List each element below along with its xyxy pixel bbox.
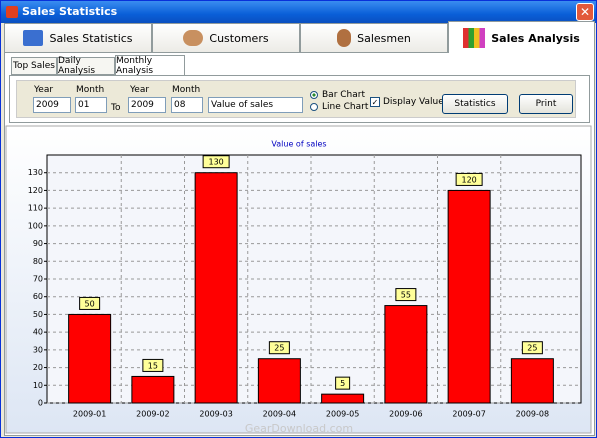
x-tick-label: 2009-07 <box>452 410 485 419</box>
label: To <box>111 103 121 113</box>
y-tick-label: 80 <box>33 257 43 266</box>
spin-box[interactable]: 2009 <box>33 97 71 113</box>
button[interactable]: Print <box>519 94 573 114</box>
label: Display Value <box>383 97 444 107</box>
y-tick-label: 110 <box>28 204 43 213</box>
bar <box>384 305 428 404</box>
bar <box>131 375 175 404</box>
app-icon <box>6 6 18 18</box>
y-tick-label: 10 <box>33 381 43 390</box>
bar <box>68 313 112 404</box>
label: Year <box>130 85 150 95</box>
spin-box[interactable]: 2009 <box>128 97 166 113</box>
value-label-box <box>395 288 417 302</box>
x-tick-label: 2009-03 <box>199 410 232 419</box>
tab-label: Sales Analysis <box>491 31 580 45</box>
label: Bar Chart <box>322 90 365 100</box>
icon <box>463 28 486 48</box>
tab[interactable]: Customers <box>152 23 300 53</box>
radio[interactable] <box>310 103 318 111</box>
value-label: 55 <box>401 291 411 300</box>
label: Month <box>172 85 201 95</box>
subtab[interactable]: Monthly Analysis <box>115 55 185 76</box>
filter-panel: Year Month 2009 01 To Year Month 2009 08… <box>9 75 590 123</box>
tab-label: Salesmen <box>357 31 411 45</box>
y-tick-label: 70 <box>33 275 43 284</box>
y-tick-label: 50 <box>33 310 43 319</box>
button[interactable]: Statistics <box>442 94 508 114</box>
value-label-box <box>455 172 483 186</box>
value-label: 15 <box>148 361 158 370</box>
spin-box[interactable]: 01 <box>75 97 107 113</box>
checkbox[interactable]: ✓ <box>370 97 380 107</box>
tab-label: Sales Statistics <box>49 31 133 45</box>
bar <box>194 172 238 404</box>
close-button[interactable]: ✕ <box>576 3 594 21</box>
x-tick-label: 2009-05 <box>326 410 359 419</box>
bar <box>510 358 554 404</box>
value-label: 120 <box>461 175 476 184</box>
x-tick-label: 2009-01 <box>73 410 106 419</box>
y-tick-label: 20 <box>33 363 43 372</box>
y-tick-label: 120 <box>28 186 43 195</box>
chart-title: Value of sales <box>271 140 326 149</box>
bar <box>257 358 301 404</box>
value-label: 25 <box>527 344 537 353</box>
tab[interactable]: Salesmen <box>300 23 448 53</box>
y-tick-label: 130 <box>28 168 43 177</box>
dropdown[interactable]: Value of sales <box>208 97 303 113</box>
value-label: 130 <box>208 158 223 167</box>
value-label-box <box>268 341 290 355</box>
value-label: 25 <box>274 344 284 353</box>
subtab[interactable]: Daily Analysis <box>57 56 115 76</box>
spin-box[interactable]: 08 <box>171 97 203 113</box>
y-tick-label: 90 <box>33 239 43 248</box>
label: Year <box>34 85 54 95</box>
y-tick-label: 60 <box>33 292 43 301</box>
value-label: 50 <box>85 299 95 308</box>
value-label: 5 <box>340 379 345 388</box>
value-label-box <box>202 155 230 169</box>
title-bar: Sales Statistics ✕ <box>1 1 596 23</box>
label: Month <box>76 85 105 95</box>
tab-label: Customers <box>209 31 269 45</box>
radio[interactable] <box>310 91 318 99</box>
y-tick-label: 30 <box>33 345 43 354</box>
x-tick-label: 2009-02 <box>136 410 169 419</box>
bar <box>321 393 365 404</box>
label: Line Chart <box>322 102 369 112</box>
tab[interactable]: Sales Analysis <box>448 21 595 54</box>
subtab[interactable]: Top Sales <box>11 57 57 75</box>
icon <box>183 30 204 46</box>
y-tick-label: 40 <box>33 328 43 337</box>
x-tick-label: 2009-04 <box>263 410 296 419</box>
value-label-box <box>79 296 101 310</box>
y-tick-label: 100 <box>28 221 43 230</box>
watermark: GearDownload.com <box>245 422 353 435</box>
value-label-box <box>335 376 351 390</box>
value-label-box <box>521 341 543 355</box>
tab[interactable]: Sales Statistics <box>4 23 152 53</box>
icon <box>337 29 352 47</box>
icon <box>23 30 44 46</box>
window-title: Sales Statistics <box>22 5 118 18</box>
bar <box>447 189 491 404</box>
x-tick-label: 2009-06 <box>389 410 422 419</box>
x-tick-label: 2009-08 <box>516 410 549 419</box>
value-label-box <box>142 358 164 372</box>
y-tick-label: 0 <box>38 399 43 408</box>
